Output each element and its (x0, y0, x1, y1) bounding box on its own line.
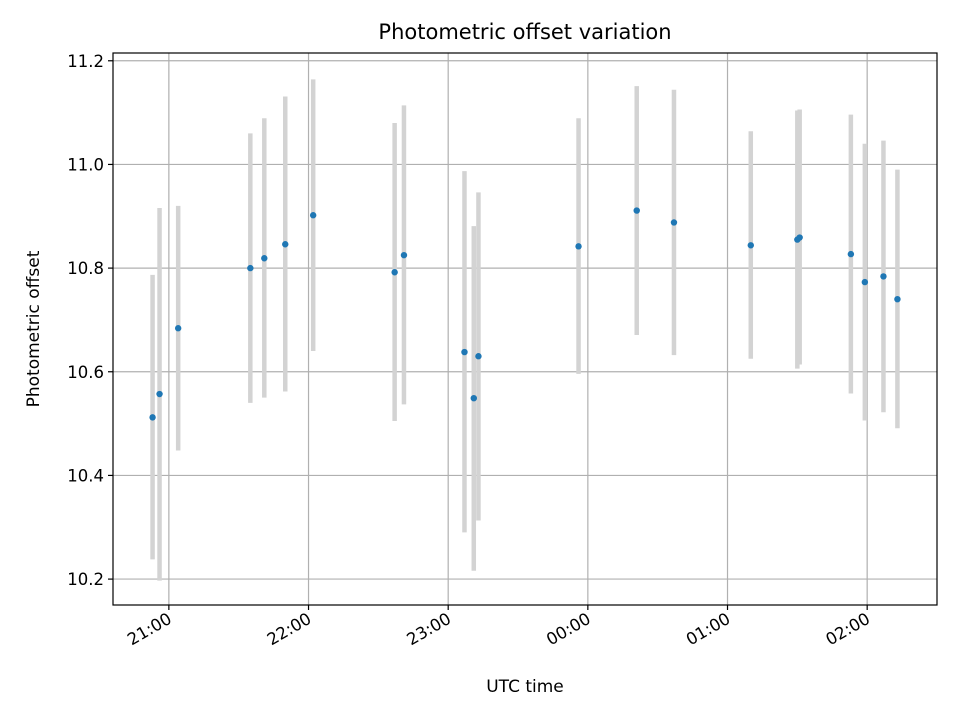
y-tick-label: 11.2 (67, 52, 104, 71)
data-point (174, 325, 182, 332)
x-tick-label: 02:00 (822, 609, 873, 649)
plot-background (113, 53, 937, 605)
data-point (149, 414, 156, 421)
data-point (796, 234, 803, 241)
y-tick-label: 10.4 (67, 466, 104, 485)
data-point (633, 207, 640, 214)
data-point (261, 255, 268, 262)
data-point (282, 241, 289, 248)
plot-frame (112, 52, 938, 606)
data-point (470, 394, 477, 402)
data-point (894, 295, 901, 303)
x-tick-label: 01:00 (683, 609, 734, 649)
y-axis-label: Photometric offset (24, 250, 44, 407)
data-point (861, 278, 869, 286)
x-tick-label: 23:00 (403, 609, 454, 649)
data-point (747, 242, 754, 249)
y-tick-label: 10.8 (67, 259, 104, 278)
x-tick-label: 00:00 (543, 609, 594, 649)
data-point (156, 390, 163, 398)
data-point (247, 264, 254, 272)
data-point (461, 348, 468, 356)
data-point (880, 273, 887, 280)
data-point (391, 269, 398, 276)
y-tick-label: 10.6 (67, 363, 104, 382)
y-tick-label: 10.2 (67, 570, 104, 589)
data-point (475, 353, 482, 360)
data-point (575, 243, 582, 250)
data-points (149, 207, 901, 421)
x-tick-label: 22:00 (264, 609, 315, 649)
y-tick-label: 11.0 (67, 155, 104, 174)
x-tick-label: 21:00 (124, 609, 175, 649)
data-point (309, 212, 317, 219)
data-point (847, 250, 855, 258)
chart-title: Photometric offset variation (378, 20, 671, 44)
data-point (670, 219, 678, 226)
x-axis-label: UTC time (486, 677, 564, 697)
data-point (400, 251, 408, 259)
